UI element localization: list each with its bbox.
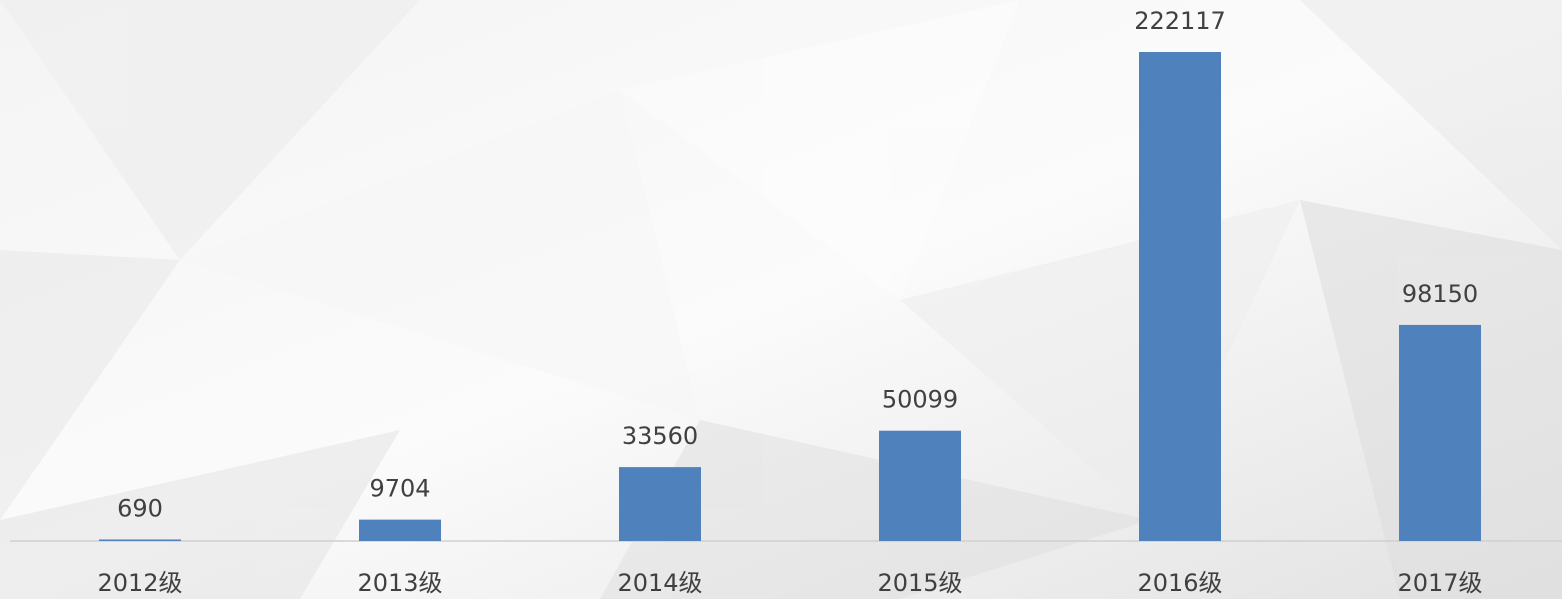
- bar: [879, 430, 961, 541]
- x-tick-label: 2017级: [1397, 569, 1482, 597]
- bar: [1399, 324, 1481, 541]
- data-label: 222117: [1134, 7, 1226, 35]
- bar: [359, 519, 441, 541]
- x-tick-label: 2013级: [357, 569, 442, 597]
- bar: [619, 467, 701, 541]
- x-tick-label: 2012级: [97, 569, 182, 597]
- data-label: 33560: [622, 422, 698, 450]
- data-label: 50099: [882, 386, 958, 414]
- data-label: 690: [117, 494, 163, 522]
- data-label: 9704: [369, 475, 430, 503]
- bar: [1139, 52, 1221, 541]
- x-tick-label: 2015级: [877, 569, 962, 597]
- data-label: 98150: [1402, 280, 1478, 308]
- x-tick-label: 2016级: [1137, 569, 1222, 597]
- bar: [99, 539, 181, 541]
- x-tick-label: 2014级: [617, 569, 702, 597]
